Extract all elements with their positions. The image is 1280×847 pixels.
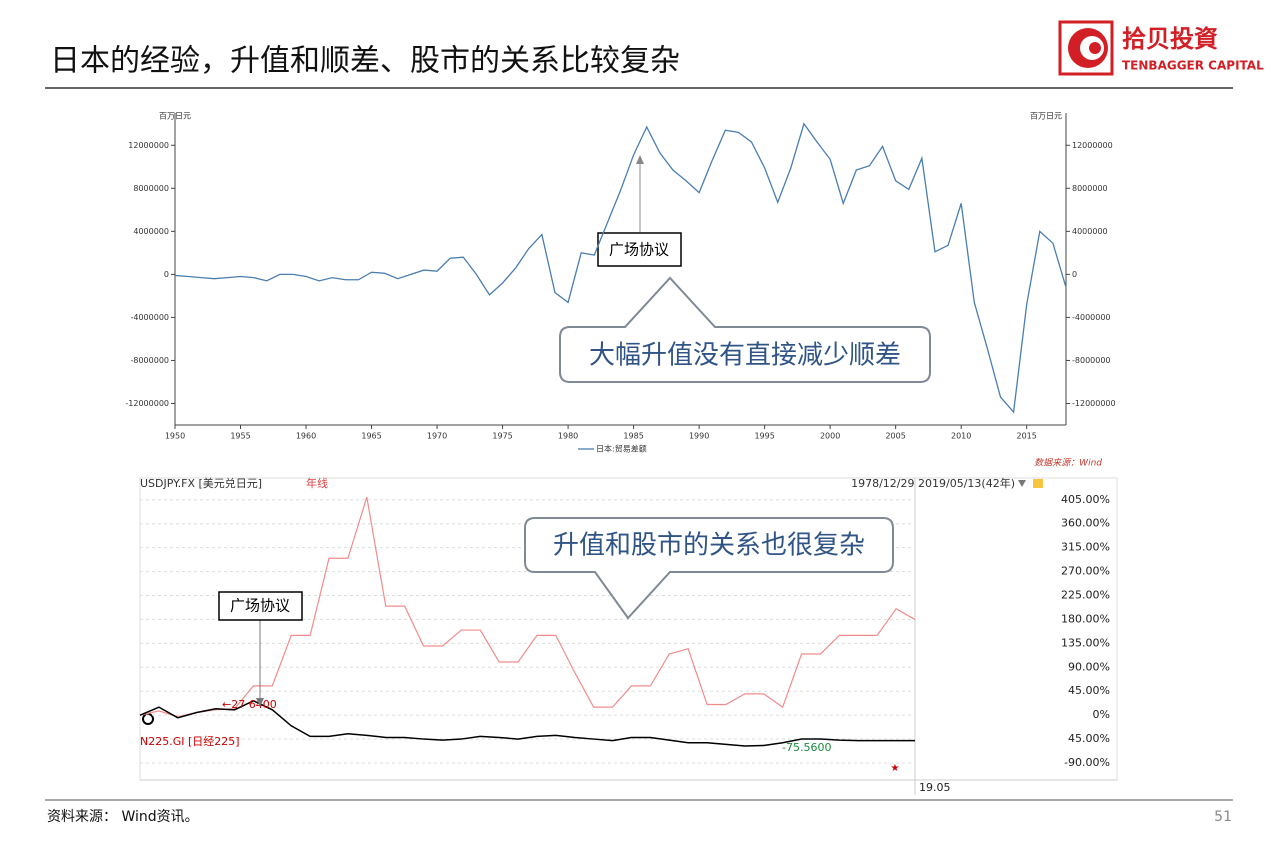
data-line xyxy=(139,699,915,747)
x-tick-label: 1995 xyxy=(754,432,774,441)
y-tick-label: 135.00% xyxy=(1061,636,1110,649)
period-label: 年线 xyxy=(306,476,328,490)
y-tick-label: -4000000 xyxy=(130,313,169,322)
star: ★ xyxy=(891,763,900,774)
y-tick-label: 315.00% xyxy=(1061,541,1110,554)
x-tick-label: 19.05 xyxy=(919,781,951,794)
annotation-box xyxy=(597,232,682,267)
x-tick-label: 2015 xyxy=(1017,432,1037,441)
callout-text: 大幅升值没有直接减少顺差 xyxy=(589,341,901,371)
arrow-head xyxy=(256,698,264,707)
annotation: 广场协议 xyxy=(609,241,669,259)
x-tick-label: 1970 xyxy=(427,432,447,441)
y-tick-label: 8000000 xyxy=(133,184,169,193)
data-line xyxy=(139,496,916,718)
series-name: USDJPY.FX [美元兑日元] xyxy=(140,476,262,490)
x-tick-label: 1975 xyxy=(492,432,512,441)
footer-source: 资料来源： Wind资讯。 xyxy=(47,809,199,825)
logo-english: TENBAGGER CAPITAL xyxy=(1122,59,1264,73)
source-note: 数据来源：Wind xyxy=(1034,458,1102,469)
y-tick-label: 360.00% xyxy=(1061,517,1110,530)
y-tick-label: -90.00% xyxy=(1064,756,1110,769)
x-tick-label: 1950 xyxy=(165,432,185,441)
value-label: -75.5600 xyxy=(782,741,831,754)
logo-text: 拾贝投資 xyxy=(1122,25,1218,53)
data-line xyxy=(174,122,1067,414)
logo-mark xyxy=(1058,20,1114,76)
y-tick-label: 90.00% xyxy=(1068,660,1110,673)
annotation-box xyxy=(218,591,303,621)
legend-label: 日本:贸易差额 xyxy=(596,444,647,454)
value-label: ←27 6400 xyxy=(222,698,277,711)
x-tick-label: 1990 xyxy=(689,432,709,441)
range-text: 1978/12/29 2019/05/13(42年) xyxy=(851,476,1015,490)
x-tick-label: 2010 xyxy=(951,432,971,441)
x-tick-label: 1960 xyxy=(296,432,316,441)
y2-axis-label: 百万日元 xyxy=(1030,112,1062,121)
callout-text: 升值和股市的关系也很复杂 xyxy=(553,531,865,561)
y-tick-label: 0% xyxy=(1093,708,1110,721)
callout xyxy=(524,517,894,620)
y-tick-label: 270.00% xyxy=(1061,565,1110,578)
x-tick-label: 2005 xyxy=(885,432,905,441)
y-tick-label: 225.00% xyxy=(1061,589,1110,602)
y-tick-label: 405.00% xyxy=(1061,493,1110,506)
dropdown-icon[interactable] xyxy=(1018,480,1026,487)
x-tick-label: 1955 xyxy=(230,432,250,441)
x-tick-label: 1980 xyxy=(558,432,578,441)
y-tick-label: 45.00% xyxy=(1068,732,1110,745)
slide-title: 日本的经验，升值和顺差、股市的关系比较复杂 xyxy=(50,44,680,79)
y2-tick-label: 12000000 xyxy=(1072,141,1113,150)
series-name: N225.GI [日经225] xyxy=(140,735,240,748)
y2-tick-label: -12000000 xyxy=(1072,399,1116,408)
callout xyxy=(559,276,931,383)
start-marker xyxy=(142,713,154,725)
y2-tick-label: 4000000 xyxy=(1072,227,1108,236)
y-tick-label: 0 xyxy=(164,270,169,279)
y-tick-label: 12000000 xyxy=(128,141,169,150)
y2-tick-label: 8000000 xyxy=(1072,184,1108,193)
y-tick-label: 45.00% xyxy=(1068,684,1110,697)
y-tick-label: -12000000 xyxy=(125,399,169,408)
y-tick-label: 180.00% xyxy=(1061,612,1110,625)
x-tick-label: 2000 xyxy=(820,432,840,441)
page-number: 51 xyxy=(1214,809,1232,825)
arrow-head xyxy=(636,155,644,164)
y2-tick-label: 0 xyxy=(1072,270,1077,279)
y-tick-label: -8000000 xyxy=(130,356,169,365)
lock-icon[interactable] xyxy=(1033,479,1043,488)
annotation: 广场协议 xyxy=(230,597,290,615)
x-tick-label: 1965 xyxy=(361,432,381,441)
y2-tick-label: -8000000 xyxy=(1072,356,1111,365)
y-axis-label: 百万日元 xyxy=(159,112,191,121)
x-tick-label: 1985 xyxy=(623,432,643,441)
y2-tick-label: -4000000 xyxy=(1072,313,1111,322)
y-tick-label: 4000000 xyxy=(133,227,169,236)
